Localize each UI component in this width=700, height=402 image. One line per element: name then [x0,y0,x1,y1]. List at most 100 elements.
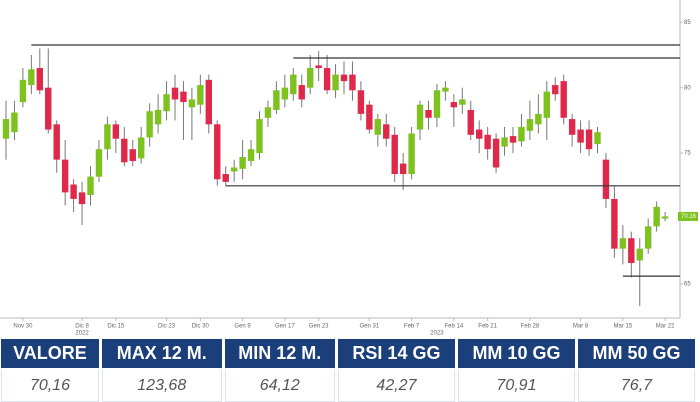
candle-body [526,119,534,131]
candle-body [408,133,415,175]
value-row: 70,16 123,68 64,12 42,27 70,91 76,7 [1,368,695,402]
candle-body [349,74,356,91]
candle-body [78,192,86,205]
candle-body [391,134,398,175]
candle-body [180,91,187,103]
candle-body [416,104,424,130]
x-tick-label: Feb 7 [404,324,420,330]
x-tick-label: Feb 28 [521,324,540,330]
year-label: 2022 [75,331,89,336]
x-tick-label: Feb 14 [445,324,464,330]
candle-body [602,159,610,199]
x-tick-label: Dic 23 [158,324,176,330]
candle-body [61,159,69,193]
candle-body [53,124,60,160]
header-cell: MIN 12 M. [224,339,335,368]
candle-body [214,124,221,180]
candle-body [594,132,601,144]
candle-body [518,126,525,142]
x-tick-label: Feb 21 [478,324,497,330]
candle-body [19,79,27,103]
candle-body [28,69,35,86]
x-tick-label: Gen 17 [275,324,295,330]
candle-body [256,119,263,154]
header-row: VALORE MAX 12 M. MIN 12 M. RSI 14 GG MM 10 G… [1,339,695,368]
value-cell: 123,68 [101,368,222,402]
candle-body [552,85,559,95]
candle-body [70,184,77,199]
candle-body [298,85,305,100]
stats-table: VALORE MAX 12 M. MIN 12 M. RSI 14 GG MM 10 G… [0,339,698,402]
x-tick-label: Dic 15 [107,324,125,330]
candle-body [535,113,542,125]
candle-body [459,99,466,105]
value-cell: 70,16 [1,368,99,402]
header-cell: MM 10 GG [457,339,575,368]
candle-body [357,90,365,114]
candle-body [188,99,196,108]
value-cell: 76,7 [577,368,695,402]
candle-body [281,87,289,100]
candle-body [239,157,246,169]
value-cell: 64,12 [224,368,335,402]
candle-body [653,206,660,227]
candle-body [636,248,643,261]
candle-body [2,119,10,139]
header-cell: MAX 12 M. [101,339,222,368]
candle-body [290,74,297,95]
candle-body [433,90,441,118]
candle-body [95,149,103,177]
x-tick-label: Dic 8 [75,324,89,330]
candle-body [374,119,381,135]
candle-body [645,226,652,249]
year-label: 2023 [430,331,444,336]
candle-body [476,129,483,139]
value-cell: 42,27 [337,368,455,402]
y-tick-label: 80 [684,85,691,91]
candle-body [492,138,500,168]
candle-body [366,104,373,130]
candle-body [163,94,170,112]
candle-body [273,90,280,110]
header-cell: RSI 14 GG [337,339,455,368]
candle-body [383,124,390,139]
last-price-box [678,211,698,221]
candle-body [36,68,43,91]
candle-body [87,176,94,195]
candle-body [619,238,627,249]
x-tick-label: Mar 8 [573,324,589,330]
candle-body [45,87,52,130]
candle-body [450,102,458,108]
candle-body [171,87,179,100]
candle-body [11,112,18,133]
x-tick-label: Gen 31 [360,324,380,330]
candle-body [628,238,635,264]
candle-body [104,124,111,150]
candle-body [205,79,212,125]
candle-body [307,68,314,88]
x-tick-label: Dic 30 [192,324,210,330]
candle-body [509,136,517,143]
candle-body [501,137,508,147]
y-tick-label: 65 [684,282,691,288]
candle-body [315,65,322,69]
candle-body [121,138,128,163]
candle-body [340,74,348,82]
candle-body [425,109,432,118]
candle-body [577,129,584,143]
candle-body [332,74,339,91]
candle-body [154,109,162,125]
candle-body [264,107,272,118]
x-tick-label: Nov 30 [13,324,33,330]
candle-body [484,134,491,150]
candle-body [323,68,331,91]
candle-body [112,124,120,139]
candle-body [560,81,567,118]
y-tick-label: 75 [684,151,691,157]
last-price-label: 70.16 [681,214,697,220]
candle-body [467,109,474,135]
value-cell: 70,91 [457,368,575,402]
candle-body [146,111,153,138]
candle-body [129,149,136,161]
